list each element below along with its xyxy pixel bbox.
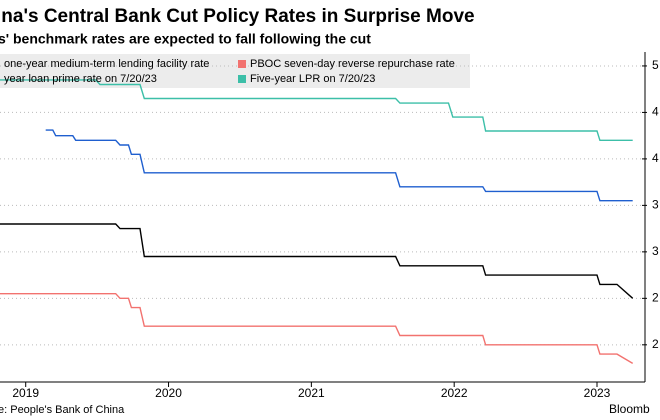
x-tick-label: 2023 (584, 386, 611, 400)
y-tick-label: 4 (652, 151, 659, 165)
y-tick-label: 5 (652, 58, 659, 72)
legend-label: Five-year LPR on 7/20/23 (250, 73, 375, 85)
x-tick-label: 2022 (441, 386, 468, 400)
chart-subtitle: s' benchmark rates are expected to fall … (0, 31, 371, 47)
y-tick-label: 3 (652, 244, 659, 258)
y-tick-label: 4 (652, 105, 659, 119)
series-line (0, 293, 634, 365)
brand: Bloomb (609, 402, 650, 416)
x-tick-label: 2021 (298, 386, 325, 400)
legend-background (0, 54, 470, 88)
legend-swatch (238, 75, 246, 83)
y-tick-label: 2 (652, 337, 659, 351)
series-line (0, 223, 634, 299)
legend-label: PBOC seven-day reverse repurchase rate (250, 58, 455, 70)
x-tick-label: 2019 (12, 386, 39, 400)
chart-title: ina's Central Bank Cut Policy Rates in S… (0, 6, 475, 27)
series-line (45, 129, 633, 202)
y-tick-label: 2 (652, 291, 659, 305)
legend-label: year loan prime rate on 7/20/23 (4, 73, 157, 85)
x-tick-label: 2020 (155, 386, 182, 400)
legend-swatch (238, 60, 246, 68)
source: e: People's Bank of China (0, 404, 125, 416)
y-tick-label: 3 (652, 198, 659, 212)
legend-label: one-year medium-term lending facility ra… (4, 58, 209, 70)
series-line (0, 79, 633, 141)
